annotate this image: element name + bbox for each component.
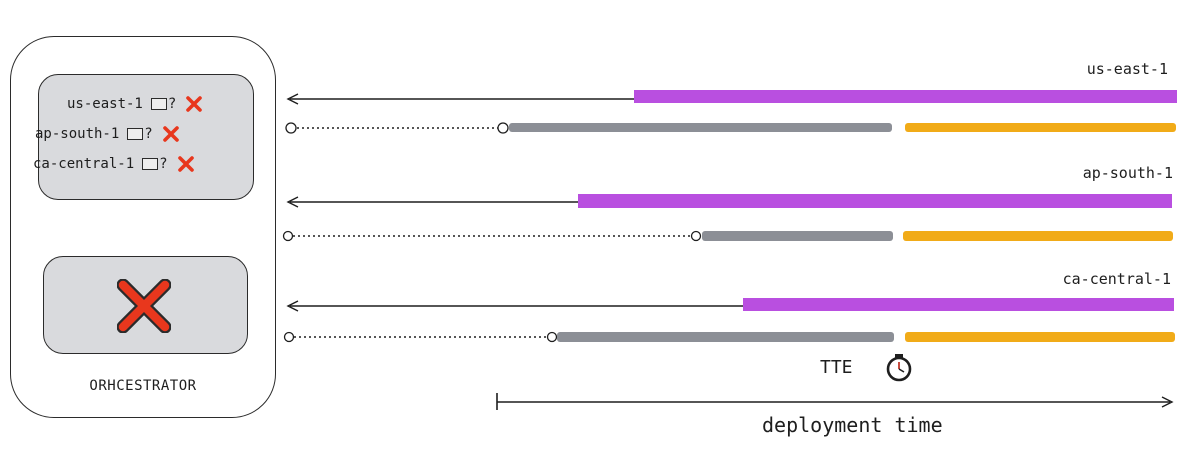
endpoint-circle-icon bbox=[497, 122, 509, 134]
status-query: ? bbox=[144, 126, 153, 142]
axis-arrow-head-icon bbox=[1161, 396, 1174, 408]
orange-bar-us-east-1 bbox=[905, 123, 1176, 132]
region-label-us-east-1: us-east-1 bbox=[1086, 60, 1168, 78]
status-region-label: ap-south-1 bbox=[35, 126, 120, 142]
status-row-us-east-1: us-east-1 ? bbox=[67, 93, 203, 115]
large-failure-x-icon bbox=[117, 279, 171, 333]
region-label-ap-south-1: ap-south-1 bbox=[1082, 164, 1173, 182]
orchestrator-label: ORHCESTRATOR bbox=[89, 378, 197, 394]
server-box-icon bbox=[127, 128, 144, 140]
purple-bar-ap-south-1 bbox=[578, 194, 1172, 208]
gray-bar-ca-central-1 bbox=[557, 332, 894, 342]
endpoint-circle-icon bbox=[282, 230, 294, 242]
orchestrator-failure-panel bbox=[43, 256, 248, 354]
status-region-label: ca-central-1 bbox=[33, 156, 135, 172]
orange-bar-ca-central-1 bbox=[905, 332, 1175, 342]
arrow-head-icon bbox=[286, 196, 299, 208]
status-row-ca-central-1: ca-central-1 ? bbox=[33, 153, 194, 175]
arrow-head-icon bbox=[286, 93, 299, 105]
orchestrator-container bbox=[10, 36, 276, 418]
deployment-time-label: deployment time bbox=[762, 413, 943, 437]
tte-label: TTE bbox=[820, 357, 853, 378]
region-label-ca-central-1: ca-central-1 bbox=[1062, 270, 1171, 288]
server-box-icon bbox=[142, 158, 159, 170]
endpoint-circle-icon bbox=[285, 122, 297, 134]
failure-x-icon bbox=[186, 96, 203, 112]
stopwatch-icon bbox=[886, 354, 912, 382]
arrow-head-icon bbox=[286, 300, 299, 312]
endpoint-circle-icon bbox=[690, 230, 702, 242]
status-row-ap-south-1: ap-south-1 ? bbox=[35, 123, 179, 145]
status-query: ? bbox=[159, 156, 168, 172]
status-region-label: us-east-1 bbox=[67, 96, 143, 112]
region-status-panel: us-east-1 ? ap-south-1 ? ca-central-1 ? bbox=[33, 74, 254, 200]
orange-bar-ap-south-1 bbox=[903, 231, 1173, 241]
purple-bar-us-east-1 bbox=[634, 90, 1177, 103]
status-query: ? bbox=[167, 96, 177, 112]
endpoint-circle-icon bbox=[283, 331, 295, 343]
server-box-icon bbox=[150, 98, 167, 110]
failure-x-icon bbox=[177, 156, 194, 172]
endpoint-circle-icon bbox=[546, 331, 558, 343]
purple-bar-ca-central-1 bbox=[743, 298, 1174, 311]
gray-bar-ap-south-1 bbox=[702, 231, 893, 241]
failure-x-icon bbox=[162, 126, 179, 142]
gray-bar-us-east-1 bbox=[509, 123, 892, 132]
